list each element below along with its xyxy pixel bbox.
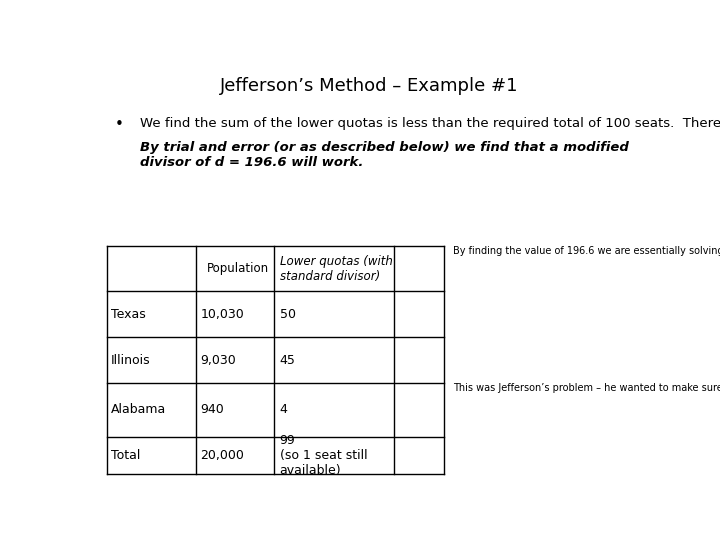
Text: Texas: Texas [111, 308, 146, 321]
Text: 940: 940 [200, 403, 224, 416]
Text: 50: 50 [280, 308, 296, 321]
Text: Lower quotas (with
standard divisor): Lower quotas (with standard divisor) [280, 254, 392, 282]
Text: 20,000: 20,000 [200, 449, 244, 462]
Text: •: • [115, 117, 124, 132]
Text: This was Jefferson’s problem – he wanted to make sure to satisfy the Constitutio: This was Jefferson’s problem – he wanted… [453, 383, 720, 393]
Text: Illinois: Illinois [111, 354, 150, 367]
Text: Population: Population [207, 262, 269, 275]
Text: 10,030: 10,030 [200, 308, 244, 321]
Text: By trial and error (or as described below) we find that a modified
divisor of d : By trial and error (or as described belo… [140, 141, 629, 169]
Text: Alabama: Alabama [111, 403, 166, 416]
Text: Jefferson’s Method – Example #1: Jefferson’s Method – Example #1 [220, 77, 518, 95]
Text: 99
(so 1 seat still
available): 99 (so 1 seat still available) [280, 434, 367, 477]
Text: We find the sum of the lower quotas is less than the required total of 100 seats: We find the sum of the lower quotas is l… [140, 117, 720, 130]
Text: 9,030: 9,030 [200, 354, 236, 367]
Text: 4: 4 [280, 403, 287, 416]
Text: Total: Total [111, 449, 140, 462]
Text: 45: 45 [280, 354, 296, 367]
Text: By finding the value of 196.6 we are essentially solving a problem of optimizati: By finding the value of 196.6 we are ess… [453, 246, 720, 255]
